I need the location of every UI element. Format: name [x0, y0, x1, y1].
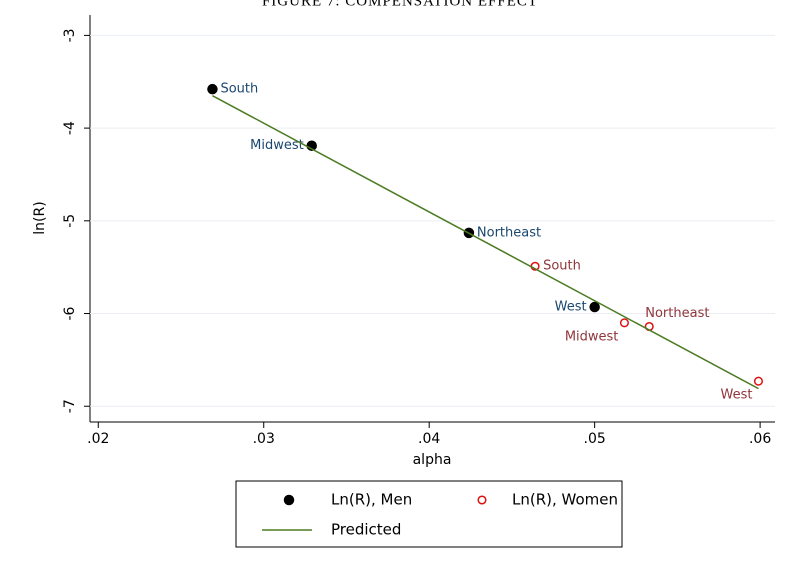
y-tick-label: -3	[62, 28, 78, 42]
chart-title: FIGURE 7: COMPENSATION EFFECT	[262, 0, 538, 9]
legend-label: Ln(R), Men	[331, 491, 412, 509]
point	[207, 83, 218, 95]
x-tick-label: .03	[253, 431, 275, 447]
point-label: South	[543, 259, 581, 274]
x-tick-label: .04	[418, 431, 440, 447]
point-label: West	[720, 388, 752, 403]
legend-swatch	[477, 495, 487, 505]
point-label: Midwest	[250, 138, 304, 153]
y-tick-label: -5	[62, 214, 78, 228]
legend-label: Predicted	[331, 521, 401, 539]
x-tick-label: .05	[584, 431, 606, 447]
predicted-line	[212, 94, 759, 390]
y-axis-title: ln(R)	[32, 201, 48, 234]
point-label: Northeast	[477, 225, 541, 240]
y-tick-label: -6	[62, 306, 78, 320]
point	[619, 318, 629, 328]
legend	[235, 480, 623, 548]
y-tick-label: -4	[62, 121, 78, 135]
x-axis-title: alpha	[413, 452, 452, 468]
point-label: West	[555, 300, 587, 315]
point-label: Midwest	[565, 329, 619, 344]
x-tick-label: .02	[87, 431, 109, 447]
point-label: Northeast	[645, 306, 709, 321]
y-tick-label: -7	[62, 399, 78, 413]
x-tick-label: .06	[749, 431, 771, 447]
legend-swatch	[283, 494, 295, 506]
point-label: South	[220, 82, 258, 97]
point	[589, 301, 600, 313]
point	[753, 376, 764, 386]
legend-label: Ln(R), Women	[512, 491, 618, 509]
